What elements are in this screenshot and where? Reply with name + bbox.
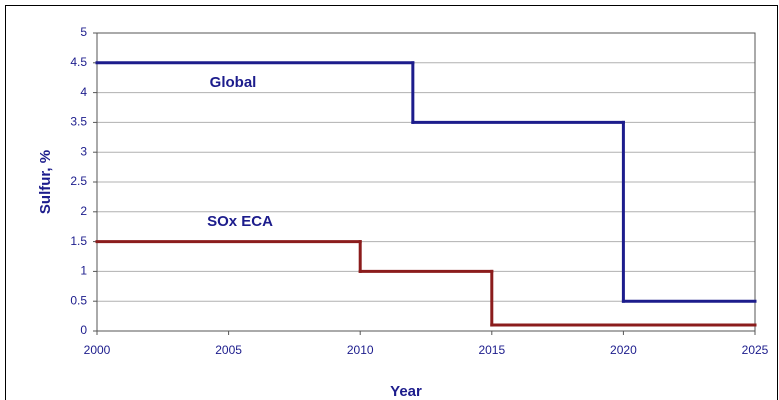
x-tick-label: 2025 (742, 343, 769, 357)
y-tick-label: 2 (80, 204, 87, 218)
x-tick-label: 2000 (84, 343, 111, 357)
y-tick-label: 4 (80, 85, 87, 99)
x-tick-label: 2010 (347, 343, 374, 357)
y-tick-label: 4.5 (70, 55, 87, 69)
x-tick-label: 2020 (610, 343, 637, 357)
y-axis-label: Sulfur, % (37, 150, 54, 214)
annotation: Global (210, 74, 257, 91)
y-tick-label: 5 (80, 25, 87, 39)
annotation: SOx ECA (207, 213, 273, 230)
y-tick-label: 1 (80, 264, 87, 278)
y-tick-label: 0 (80, 323, 87, 337)
y-tick-label: 3 (80, 144, 87, 158)
plot-border (96, 32, 756, 332)
x-tick-label: 2005 (215, 343, 242, 357)
y-tick-label: 2.5 (70, 174, 87, 188)
y-tick-label: 0.5 (70, 293, 87, 307)
y-tick-label: 1.5 (70, 234, 87, 248)
x-axis-label: Year (390, 383, 422, 400)
y-tick-label: 3.5 (70, 115, 87, 129)
x-tick-label: 2015 (478, 343, 505, 357)
